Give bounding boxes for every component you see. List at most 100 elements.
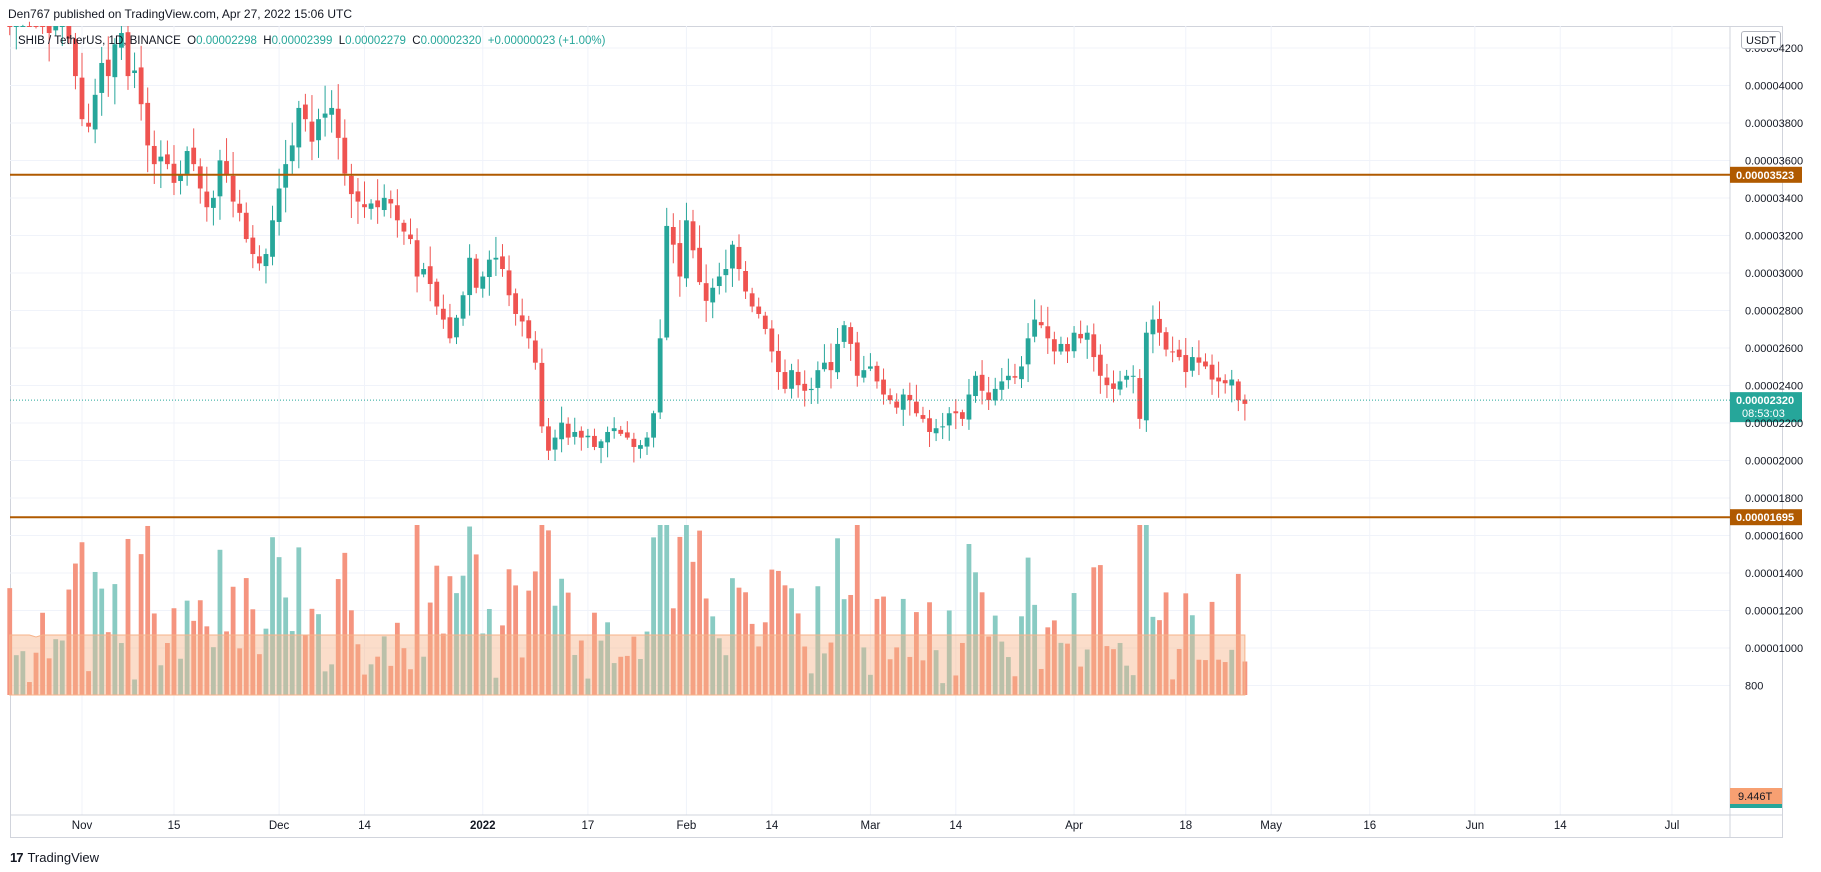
volume-bar [270,537,275,695]
volume-bar [414,525,420,695]
volume-bar [690,561,696,695]
volume-bar [20,651,26,695]
candle-body [486,259,492,278]
volume-bar [782,585,788,695]
candle-body [368,203,374,209]
footer-brand[interactable]: TradingView [27,850,100,865]
volume-bar [762,622,768,695]
volume-bar [552,605,558,695]
volume-bar [828,642,834,695]
candle-body [375,200,381,208]
level-badge-label: 0.00001695 [1736,512,1794,524]
publisher-line: Den767 published on TradingView.com, Apr… [8,7,353,21]
volume-bar [66,589,72,695]
level-badge [1730,166,1802,183]
price-tick-label: 0.00003800 [1745,118,1803,130]
volume-bar [835,538,840,695]
price-tick-label: 0.00003000 [1745,268,1803,280]
candle-body [394,205,400,221]
volume-bar [874,598,880,695]
volume-bar [546,530,551,695]
candle-body [624,432,630,438]
price-tick-label: 0.00001600 [1745,531,1803,543]
volume-bar [710,616,716,695]
candle-body [1183,355,1189,373]
tradingview-logo-icon: 17 [10,850,24,865]
level-badge-label: 0.00003523 [1736,170,1794,182]
time-tick-label: 14 [358,820,371,832]
volume-bar [986,636,992,695]
candle-body [756,306,762,314]
legend-high-key: H [263,35,272,47]
candle-body [769,328,775,352]
candle-body [1209,364,1215,380]
volume-bar [296,547,302,695]
volume-bar [933,650,939,695]
volume-bar [79,542,85,695]
time-axis: Nov 15 Dec 14 2022 17 Feb 14 Mar 14 Apr 18 May 16 Jun 1… [72,820,1680,832]
price-tick-label: 0.00002000 [1745,456,1803,468]
volume-bar [112,584,118,695]
candle-body [828,362,834,371]
legend-symbol[interactable]: SHIB / TetherUS, 1D, BINANCE [18,35,181,47]
time-tick-label: Jun [1466,820,1485,832]
time-tick-label: 16 [1363,820,1376,832]
price-tick-label: 800 [1745,681,1763,693]
price-tick-label: 0.00001400 [1745,568,1803,580]
candle-body [651,413,656,438]
candle-body [953,411,959,414]
volume-bar [598,640,604,695]
volume-bar [822,653,827,695]
candle-body [270,220,275,257]
volume-bar [388,665,394,695]
volume-bar [697,530,702,695]
candle-body [1071,332,1077,352]
volume-bar [473,554,479,695]
candle-body [1038,322,1044,326]
volume-bar [224,631,229,695]
price-tick-label: 0.00002200 [1745,418,1803,430]
candle-body [20,26,26,27]
volume-bar [966,544,972,695]
candle-body [1143,332,1149,421]
volume-bar [841,599,847,695]
volume-bar [184,600,190,695]
volume-moving-average [9,634,1246,696]
candle-body [500,256,505,270]
volume-bar [992,615,998,695]
chart-frame[interactable] [10,26,1783,838]
volume-bar [250,609,256,695]
volume-bar [302,634,308,695]
candle-body [835,343,840,373]
price-tick-label: 0.00002400 [1745,381,1803,393]
volume-bar [1065,643,1070,695]
volume-bar [973,572,978,695]
candle-body [1242,399,1248,404]
candle-body [946,413,952,426]
candle-body [427,266,433,285]
candle-body [539,362,545,427]
volume-bar [940,683,946,695]
volume-bar [789,588,794,695]
candle-body [27,26,32,27]
volume-bar [434,565,440,695]
candle-body [256,256,262,264]
candle-body [506,270,512,296]
candle-body [263,254,269,267]
legend-high: 0.00002399 [271,35,333,47]
candle-body [421,269,427,275]
volume-bar [263,628,269,695]
candle-body [513,293,519,314]
currency-button[interactable]: USDT [1741,31,1781,49]
volume-bar [1203,660,1208,695]
candle-body [447,317,453,339]
candle-body [966,394,972,420]
volume-bar [375,656,381,695]
volume-bar [276,557,282,695]
volume-bar [815,586,821,695]
volume-bar [119,643,124,695]
candle-body [1203,361,1208,367]
candle-body [762,315,768,329]
